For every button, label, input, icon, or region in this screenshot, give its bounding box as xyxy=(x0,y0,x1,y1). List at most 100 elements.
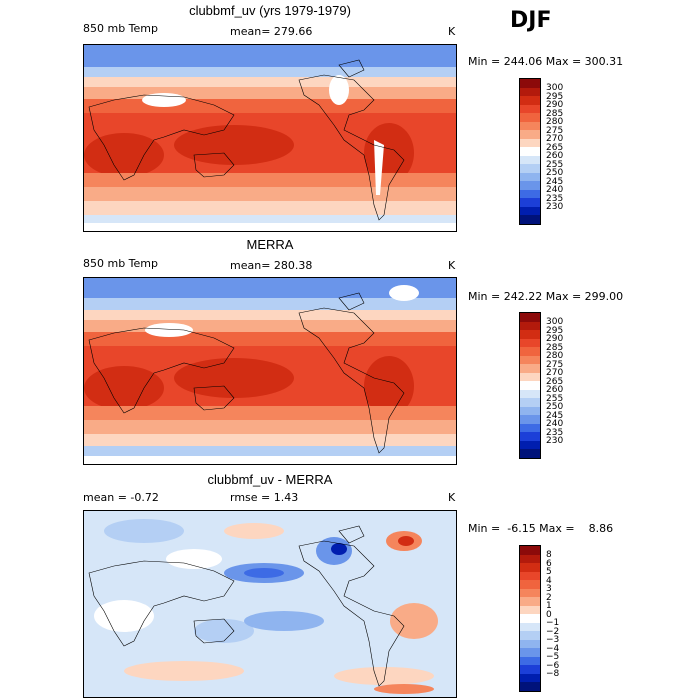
panel3-units: K xyxy=(448,491,456,504)
panel2-colorbar-swatches xyxy=(520,313,540,458)
colorbar-swatch xyxy=(520,673,540,682)
colorbar-swatch xyxy=(520,181,540,190)
colorbar-tick-label: 1 xyxy=(546,601,552,611)
colorbar-swatch xyxy=(520,313,540,322)
colorbar-swatch xyxy=(520,656,540,665)
colorbar-tick-label: 240 xyxy=(546,185,564,195)
panel3-colorbar-labels: 8 6 5 4 3 2 1 0 −1 −2 −3 −4 −5 −6 −8 xyxy=(546,551,559,679)
panel2-colorbar-labels: 300 295 290 285 280 275 270 265 260 255 250 245 240 2… xyxy=(546,318,563,446)
colorbar-tick-label: 230 xyxy=(546,202,564,212)
panel2-variable: 850 mb Temp xyxy=(83,257,159,270)
colorbar-swatch xyxy=(520,665,540,674)
panel2-map xyxy=(83,277,457,465)
panel3-rmse: rmse = 1.43 xyxy=(230,491,299,504)
colorbar-tick-label: 300 xyxy=(546,317,564,327)
panel1-minmax: Min = 244.06 Max = 300.31 xyxy=(468,55,624,68)
colorbar-tick-label: −2 xyxy=(546,626,560,637)
panel3-difference-field xyxy=(84,511,456,697)
colorbar-swatch xyxy=(520,330,540,339)
colorbar-swatch xyxy=(520,682,540,691)
colorbar-tick-label: 285 xyxy=(546,342,564,353)
colorbar-swatch xyxy=(520,355,540,364)
colorbar-swatch xyxy=(520,563,540,572)
panel1-map xyxy=(83,44,457,232)
colorbar-swatch xyxy=(520,440,540,449)
colorbar-swatch xyxy=(520,104,540,113)
colorbar-swatch xyxy=(520,622,540,631)
panel1-colorbar-swatches xyxy=(520,79,540,224)
colorbar-tick-label: 0 xyxy=(546,609,552,620)
colorbar-tick-label: 235 xyxy=(546,193,564,204)
colorbar-tick-label: 8 xyxy=(546,550,552,560)
colorbar-swatch xyxy=(520,605,540,614)
colorbar-swatch xyxy=(520,449,540,458)
colorbar-tick-label: 245 xyxy=(546,176,564,187)
colorbar-swatch xyxy=(520,215,540,224)
panel2-title: MERRA xyxy=(246,237,294,252)
panel1-colorbar xyxy=(519,78,541,225)
panel3-mean: mean = -0.72 xyxy=(83,491,159,504)
panel2-units: K xyxy=(448,259,456,272)
colorbar-swatch xyxy=(520,588,540,597)
colorbar-swatch xyxy=(520,155,540,164)
colorbar-tick-label: 280 xyxy=(546,117,564,127)
colorbar-tick-label: −1 xyxy=(546,618,560,628)
colorbar-swatch xyxy=(520,79,540,88)
colorbar-tick-label: 255 xyxy=(546,159,564,170)
colorbar-swatch xyxy=(520,198,540,207)
colorbar-swatch xyxy=(520,571,540,580)
colorbar-tick-label: 300 xyxy=(546,83,564,93)
colorbar-swatch xyxy=(520,546,540,555)
panel3-title: clubbmf_uv - MERRA xyxy=(207,472,333,487)
colorbar-tick-label: 240 xyxy=(546,419,564,429)
colorbar-tick-label: 5 xyxy=(546,567,552,577)
panel3-map xyxy=(83,510,457,698)
colorbar-swatch xyxy=(520,147,540,156)
colorbar-tick-label: 250 xyxy=(546,168,564,178)
colorbar-swatch xyxy=(520,381,540,390)
colorbar-tick-label: 4 xyxy=(546,575,552,586)
colorbar-tick-label: 290 xyxy=(546,100,564,110)
colorbar-swatch xyxy=(520,614,540,623)
colorbar-swatch xyxy=(520,189,540,198)
colorbar-tick-label: 250 xyxy=(546,402,564,412)
colorbar-swatch xyxy=(520,389,540,398)
panel1-colorbar-labels: 300 295 290 285 280 275 270 265 260 255 250 245 240 2… xyxy=(546,84,563,212)
colorbar-swatch xyxy=(520,398,540,407)
colorbar-swatch xyxy=(520,130,540,139)
colorbar-tick-label: −4 xyxy=(546,643,560,654)
colorbar-tick-label: 245 xyxy=(546,410,564,421)
colorbar-tick-label: 260 xyxy=(546,385,564,395)
colorbar-tick-label: 275 xyxy=(546,359,564,370)
panel1-mean: mean= 279.66 xyxy=(230,25,313,38)
colorbar-swatch xyxy=(520,631,540,640)
panel2-colorbar xyxy=(519,312,541,459)
colorbar-tick-label: 255 xyxy=(546,393,564,404)
panel3-colorbar-swatches xyxy=(520,546,540,691)
colorbar-swatch xyxy=(520,321,540,330)
colorbar-tick-label: 2 xyxy=(546,592,552,603)
colorbar-tick-label: 275 xyxy=(546,125,564,136)
panel2-temperature-field xyxy=(84,278,456,464)
colorbar-tick-label: 295 xyxy=(546,325,564,336)
colorbar-swatch xyxy=(520,87,540,96)
colorbar-swatch xyxy=(520,432,540,441)
colorbar-swatch xyxy=(520,138,540,147)
colorbar-swatch xyxy=(520,206,540,215)
colorbar-swatch xyxy=(520,372,540,381)
colorbar-swatch xyxy=(520,648,540,657)
colorbar-swatch xyxy=(520,423,540,432)
colorbar-swatch xyxy=(520,113,540,122)
colorbar-tick-label: −5 xyxy=(546,652,560,662)
colorbar-swatch xyxy=(520,172,540,181)
colorbar-tick-label: −3 xyxy=(546,635,560,645)
colorbar-swatch xyxy=(520,554,540,563)
colorbar-tick-label: 265 xyxy=(546,376,564,387)
colorbar-swatch xyxy=(520,597,540,606)
colorbar-tick-label: 270 xyxy=(546,368,564,378)
colorbar-tick-label: 285 xyxy=(546,108,564,119)
panel1-title: clubbmf_uv (yrs 1979-1979) xyxy=(189,3,351,18)
colorbar-swatch xyxy=(520,164,540,173)
colorbar-tick-label: −8 xyxy=(546,669,560,679)
colorbar-tick-label: 280 xyxy=(546,351,564,361)
